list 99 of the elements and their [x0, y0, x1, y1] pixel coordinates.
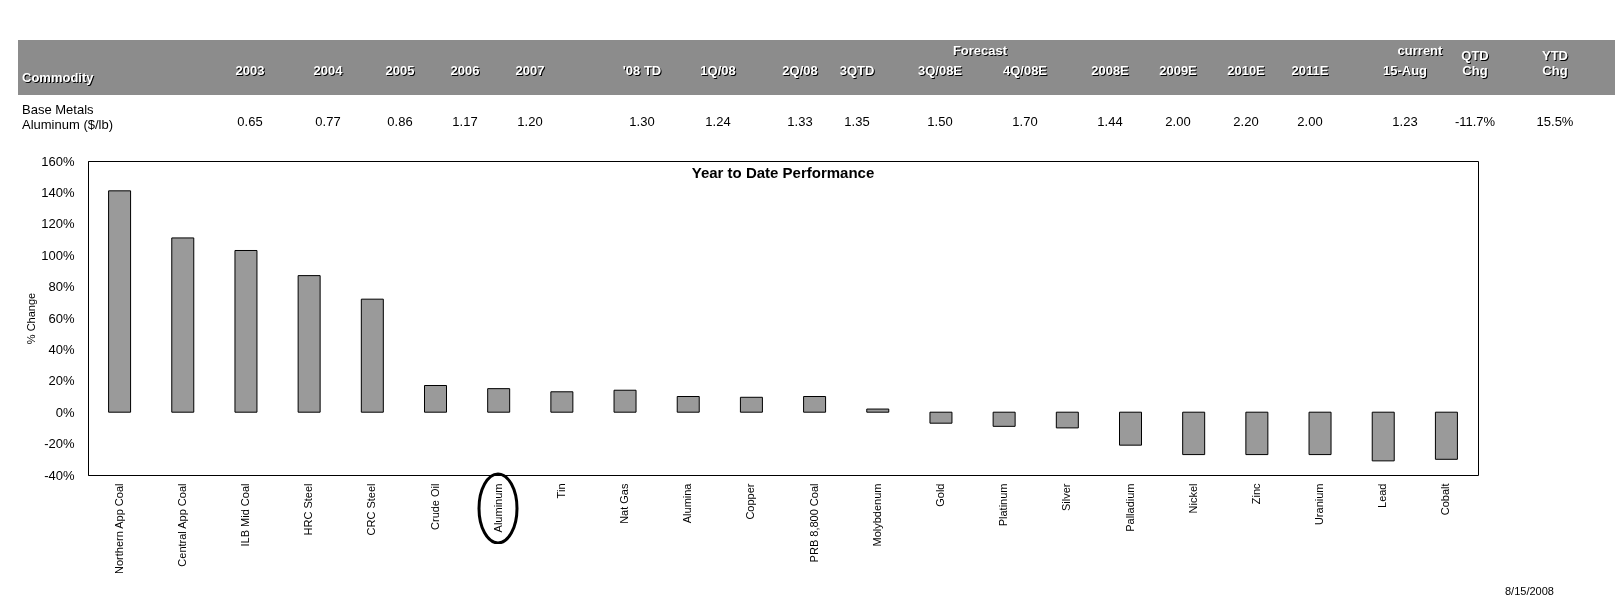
x-tick-label: Nickel: [1186, 483, 1199, 514]
text: 2Q/08: [782, 63, 818, 78]
text: Commodity: [22, 70, 94, 85]
bar: [1245, 411, 1269, 456]
bar: [487, 388, 511, 413]
text: current: [1397, 43, 1443, 58]
text: 1.20: [517, 114, 543, 129]
text: 1.24: [705, 114, 731, 129]
text: 1.23: [1392, 114, 1418, 129]
bar: [1434, 411, 1458, 460]
bar: [297, 275, 321, 413]
text: 2010E: [1227, 63, 1265, 78]
text: 2007: [515, 63, 545, 78]
text: Forecast: [952, 43, 1008, 58]
x-tick-label: Lead: [1376, 483, 1389, 508]
y-tick-label: 60%: [48, 310, 75, 326]
text: Base Metals: [22, 102, 94, 117]
x-tick-label: Silver: [1060, 483, 1073, 512]
text: 2006: [450, 63, 480, 78]
text: 3QTD: [839, 63, 875, 78]
x-tick-label: Crude Oil: [428, 483, 441, 530]
y-tick-label: 20%: [48, 373, 75, 389]
text: 1.44: [1097, 114, 1123, 129]
text: 1.33: [787, 114, 813, 129]
text: 2011E: [1291, 63, 1329, 78]
text: 2009E: [1159, 63, 1197, 78]
bar: [613, 389, 637, 413]
text: 2008E: [1091, 63, 1129, 78]
text: 15-Aug: [1382, 63, 1428, 78]
bar: [1055, 411, 1079, 429]
text: 1.50: [927, 114, 953, 129]
bar: [550, 391, 574, 413]
bar: [676, 396, 700, 413]
text: 1.17: [452, 114, 478, 129]
x-tick-label: HRC Steel: [302, 483, 315, 536]
text: 1Q/08: [700, 63, 736, 78]
chart-title: Year to Date Performance: [691, 164, 875, 181]
bar: [803, 396, 827, 413]
x-tick-label: CRC Steel: [365, 483, 378, 536]
x-tick-label: Aluminum: [491, 483, 504, 533]
text: 0.86: [387, 114, 413, 129]
text: 2.00: [1297, 114, 1323, 129]
x-tick-label: Alumina: [681, 482, 694, 524]
bar: [424, 385, 447, 413]
x-tick-label: Nat Gas: [618, 483, 631, 524]
text: 3Q/08E: [917, 63, 963, 78]
x-tick-label: Zinc: [1249, 483, 1262, 505]
x-tick-label: Central App Coal: [175, 483, 188, 567]
bar: [992, 411, 1016, 427]
text: -11.7%: [1454, 114, 1496, 129]
text: 4Q/08E: [1002, 63, 1048, 78]
x-tick-label: ILB Mid Coal: [238, 483, 251, 547]
x-tick-label: PRB 8,800 Coal: [807, 483, 820, 563]
bar: [739, 396, 763, 413]
y-tick-label: -40%: [44, 467, 75, 483]
x-tick-label: Molybdenum: [870, 483, 883, 547]
text: 15.5%: [1536, 114, 1574, 129]
bar: [171, 237, 195, 413]
y-tick-label: 80%: [48, 279, 75, 295]
text: YTD Chg: [1541, 48, 1569, 78]
text: 1.35: [844, 114, 870, 129]
y-tick-label: 0%: [55, 404, 75, 420]
bar: [360, 298, 384, 413]
x-tick-label: Gold: [933, 483, 946, 507]
y-tick-label: 100%: [41, 247, 75, 263]
bar: [1182, 411, 1206, 456]
x-tick-label: Platinum: [997, 483, 1010, 527]
y-tick-label: 160%: [41, 153, 75, 169]
text: QTD Chg: [1460, 48, 1490, 78]
text: 2005: [385, 63, 415, 78]
text: 0.77: [315, 114, 341, 129]
bar: [1119, 411, 1142, 446]
text: Aluminum ($/lb): [22, 117, 114, 132]
bar: [234, 249, 258, 413]
bar: [866, 408, 890, 413]
text: 2.00: [1165, 114, 1191, 129]
x-tick-label: Copper: [744, 483, 757, 520]
y-tick-label: 140%: [41, 184, 75, 200]
bar: [1371, 411, 1395, 462]
text: 0.65: [237, 114, 263, 129]
text: 1.70: [1012, 114, 1038, 129]
bar: [108, 190, 132, 413]
bar: [929, 411, 953, 424]
text: 1.30: [629, 114, 655, 129]
x-tick-label: Tin: [554, 483, 567, 499]
text: 2003: [235, 63, 265, 78]
y-tick-label: -20%: [44, 436, 75, 452]
x-tick-label: Palladium: [1123, 483, 1136, 532]
bar: [1308, 411, 1332, 456]
x-tick-label: Northern App Coal: [112, 483, 125, 574]
text: 8/15/2008: [1505, 585, 1554, 597]
text: '08 TD: [622, 63, 662, 78]
y-tick-label: 120%: [41, 216, 75, 232]
x-tick-label: Uranium: [1313, 483, 1326, 526]
x-tick-label: Cobalt: [1439, 483, 1452, 516]
y-axis-title: % Change: [25, 292, 38, 345]
text: 2.20: [1233, 114, 1259, 129]
y-tick-label: 40%: [48, 341, 75, 357]
text: 2004: [313, 63, 343, 78]
